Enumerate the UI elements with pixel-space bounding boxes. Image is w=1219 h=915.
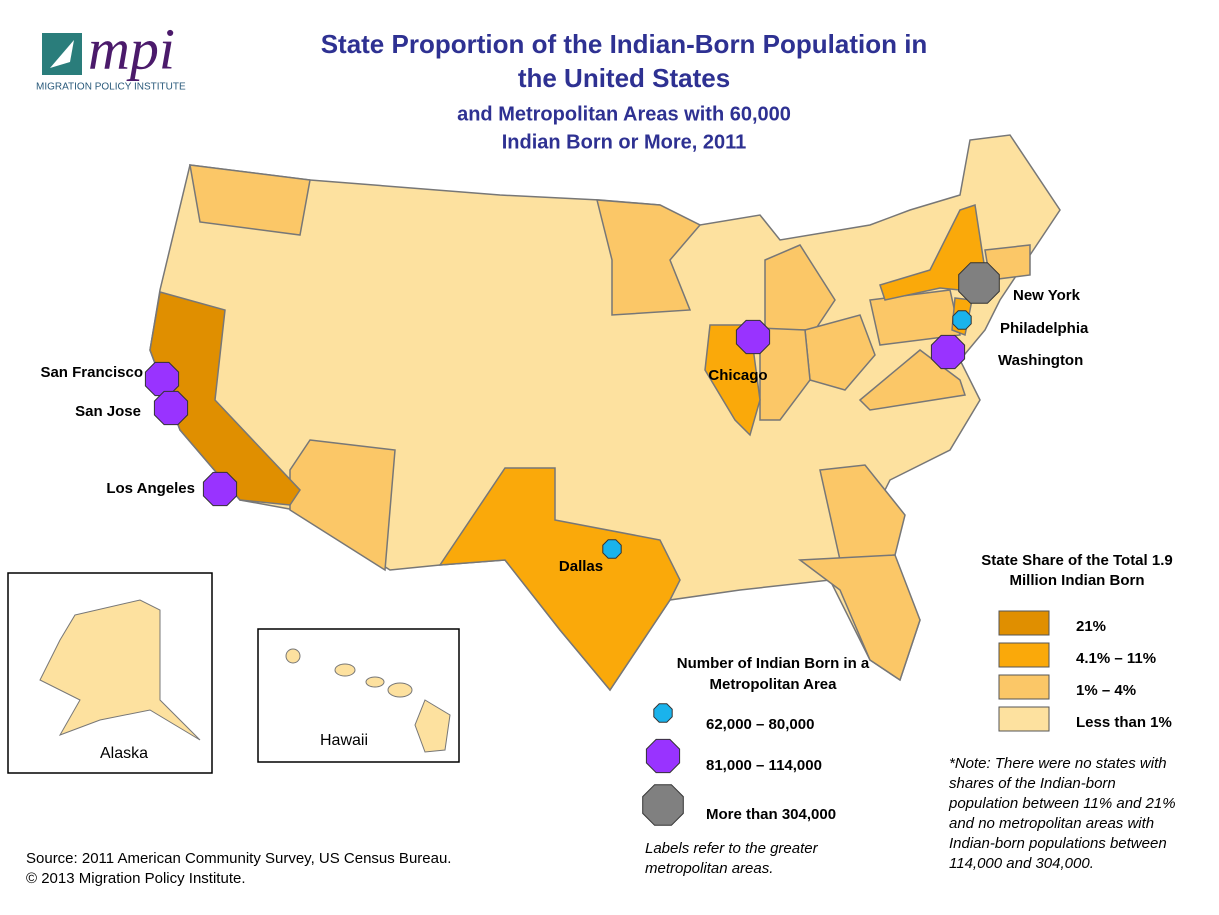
inset-label: Alaska bbox=[100, 745, 148, 762]
metro-label: Chicago bbox=[708, 367, 767, 384]
metro-marker bbox=[153, 390, 189, 426]
metro-marker bbox=[958, 262, 1000, 304]
legend-label: 1% – 4% bbox=[1076, 682, 1136, 699]
metro-label: Philadelphia bbox=[1000, 320, 1089, 337]
legend-title: Million Indian Born bbox=[1010, 572, 1145, 589]
legend-swatch bbox=[998, 674, 1050, 700]
legend-swatch bbox=[998, 706, 1050, 732]
share-legend: 21% 4.1% – 11% 1% – 4% Less than 1% bbox=[998, 610, 1172, 732]
logo-icon-mark bbox=[50, 40, 74, 68]
logo-subtitle: MIGRATION POLICY INSTITUTE bbox=[36, 82, 186, 93]
alaska-shape bbox=[39, 599, 201, 741]
legend-swatch bbox=[645, 738, 681, 774]
state-michigan bbox=[764, 244, 836, 331]
metro-marker bbox=[952, 310, 972, 330]
logo-text: mpi bbox=[88, 16, 175, 81]
state-texas bbox=[438, 467, 681, 692]
hawaii-shape bbox=[285, 648, 451, 753]
metro-marker bbox=[735, 319, 771, 355]
metro-marker bbox=[930, 334, 966, 370]
source: © 2013 Migration Policy Institute. bbox=[26, 870, 246, 887]
legend-label: 62,000 – 80,000 bbox=[706, 716, 814, 733]
metro-marker bbox=[202, 471, 238, 507]
legend-swatch bbox=[998, 642, 1050, 668]
metro-label: Washington bbox=[998, 352, 1083, 369]
legend-swatch bbox=[653, 703, 673, 723]
note-line: population between 11% and 21% bbox=[948, 795, 1176, 812]
note-line: shares of the Indian-born bbox=[949, 775, 1116, 792]
state-georgia bbox=[819, 464, 906, 561]
legend-title: Number of Indian Born in a bbox=[677, 655, 870, 672]
metro-label: New York bbox=[1013, 287, 1081, 304]
us-map bbox=[149, 134, 1061, 692]
note-line: and no metropolitan areas with bbox=[949, 815, 1154, 832]
note-line: 114,000 and 304,000. bbox=[949, 855, 1094, 872]
legend-label: More than 304,000 bbox=[706, 806, 836, 823]
metro-markers: New York Philadelphia Washington Chicago San… bbox=[40, 262, 1089, 575]
subtitle: Indian Born or More, 2011 bbox=[502, 131, 747, 153]
title: State Proportion of the Indian-Born Popu… bbox=[321, 29, 928, 59]
legend-label: Less than 1% bbox=[1076, 714, 1172, 731]
subtitle: and Metropolitan Areas with 60,000 bbox=[457, 103, 791, 125]
metro-label: San Jose bbox=[75, 403, 141, 420]
metro-label: San Francisco bbox=[40, 364, 143, 381]
source: Source: 2011 American Community Survey, … bbox=[26, 850, 451, 867]
legend-title: State Share of the Total 1.9 bbox=[981, 552, 1172, 569]
legend-title: Metropolitan Area bbox=[710, 676, 838, 693]
legend-swatch bbox=[642, 784, 684, 826]
note-line: Indian-born populations between bbox=[949, 835, 1167, 852]
note: *Note: There were no states with shares o… bbox=[948, 755, 1176, 872]
legend-label: 21% bbox=[1076, 618, 1106, 635]
state-minnesota bbox=[596, 199, 702, 316]
note-line: *Note: There were no states with bbox=[949, 755, 1167, 772]
state-indiana bbox=[759, 327, 811, 421]
metro-marker bbox=[602, 539, 622, 559]
state-arizona bbox=[289, 439, 396, 572]
state-pennsylvania bbox=[869, 289, 961, 346]
legend-note: metropolitan areas. bbox=[645, 860, 773, 877]
metro-legend: 62,000 – 80,000 81,000 – 114,000 More than… bbox=[642, 703, 836, 826]
legend-swatch bbox=[998, 610, 1050, 636]
state-florida bbox=[797, 554, 921, 682]
state-washington bbox=[189, 164, 311, 236]
legend-label: 4.1% – 11% bbox=[1076, 650, 1156, 667]
metro-label: Dallas bbox=[559, 558, 603, 575]
legend-note: Labels refer to the greater bbox=[645, 840, 819, 857]
metro-label: Los Angeles bbox=[106, 480, 195, 497]
metro-marker bbox=[144, 361, 180, 397]
title: the United States bbox=[518, 63, 730, 93]
inset-label: Hawaii bbox=[320, 732, 368, 749]
legend-label: 81,000 – 114,000 bbox=[706, 757, 822, 774]
